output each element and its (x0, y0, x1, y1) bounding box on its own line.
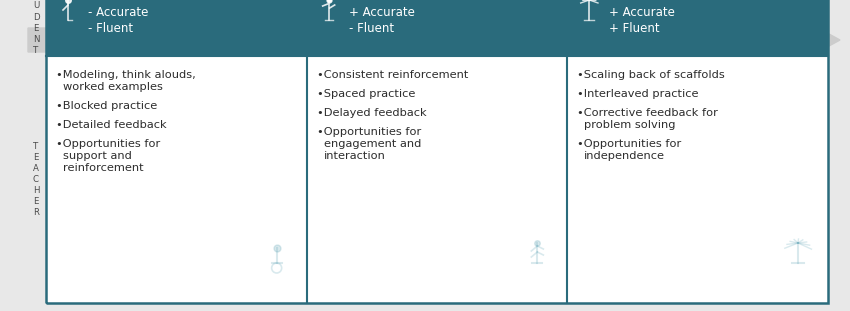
Bar (307, 56, 567, 303)
Text: reinforcement: reinforcement (63, 163, 144, 173)
Text: S
T
U
D
E
N
T: S T U D E N T (32, 0, 39, 55)
Text: T
E
A
C
H
E
R: T E A C H E R (33, 142, 39, 217)
Text: support and: support and (63, 151, 132, 161)
Text: •Interleaved practice: •Interleaved practice (577, 89, 699, 99)
Bar (567, 0, 828, 56)
Text: Fluency: Fluency (348, 0, 416, 1)
Polygon shape (28, 28, 840, 52)
Text: + Fluent: + Fluent (609, 22, 660, 35)
Text: •Delayed feedback: •Delayed feedback (317, 108, 427, 118)
Text: - Fluent: - Fluent (88, 22, 133, 35)
Text: •Spaced practice: •Spaced practice (317, 89, 415, 99)
Text: •Blocked practice: •Blocked practice (56, 101, 157, 111)
Text: - Accurate: - Accurate (88, 6, 149, 18)
Text: - Fluent: - Fluent (348, 22, 394, 35)
Bar (46, 56, 307, 303)
Text: •Opportunities for: •Opportunities for (577, 139, 682, 149)
Text: •Modeling, think alouds,: •Modeling, think alouds, (56, 70, 196, 80)
Text: •Opportunities for: •Opportunities for (56, 139, 161, 149)
Bar (46, 0, 307, 56)
Text: •Opportunities for: •Opportunities for (317, 127, 421, 137)
Text: •Detailed feedback: •Detailed feedback (56, 120, 167, 130)
Text: •Scaling back of scaffolds: •Scaling back of scaffolds (577, 70, 725, 80)
Text: •Corrective feedback for: •Corrective feedback for (577, 108, 718, 118)
Text: worked examples: worked examples (63, 82, 163, 92)
Text: •Consistent reinforcement: •Consistent reinforcement (317, 70, 468, 80)
Text: independence: independence (584, 151, 666, 161)
Text: problem solving: problem solving (584, 120, 676, 130)
Text: + Accurate: + Accurate (609, 6, 675, 18)
Text: I N S T R U C T I O N A L   H I E R A R C H Y: I N S T R U C T I O N A L H I E R A R C … (285, 33, 565, 45)
Bar (567, 56, 828, 303)
Bar (307, 0, 567, 56)
Text: engagement and: engagement and (324, 139, 421, 149)
Text: interaction: interaction (324, 151, 386, 161)
Text: Acquisition: Acquisition (88, 0, 184, 1)
Text: Generalization: Generalization (609, 0, 734, 1)
Text: + Accurate: + Accurate (348, 6, 415, 18)
